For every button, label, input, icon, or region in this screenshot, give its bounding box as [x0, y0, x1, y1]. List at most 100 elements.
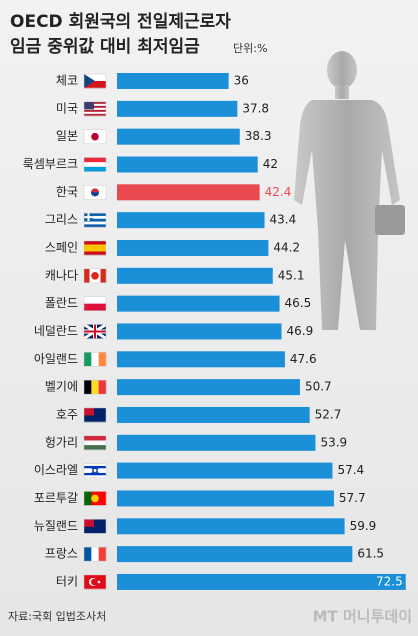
bar — [117, 184, 260, 201]
flag-border — [83, 519, 107, 534]
flag-stripe — [84, 463, 106, 467]
category-label: 룩셈부르크 — [23, 157, 78, 171]
flag-stripe — [84, 113, 106, 117]
bar — [117, 323, 282, 340]
unit: 단위:% — [233, 42, 267, 55]
category-label: 프랑스 — [45, 547, 78, 561]
flag-stripe — [84, 251, 106, 256]
flag — [83, 519, 107, 534]
flag-part — [84, 101, 94, 110]
flag-border — [83, 407, 107, 423]
value-label: 46.5 — [285, 296, 312, 310]
flag-border — [83, 157, 107, 172]
flag-stripe — [84, 468, 106, 471]
flag — [83, 268, 107, 284]
flag-stripe — [84, 475, 106, 478]
bar — [117, 295, 280, 312]
title-line: OECD 회원국의 전일제근로자 — [10, 12, 231, 32]
flag-stripe — [84, 303, 106, 311]
category-label: 그리스 — [45, 213, 78, 227]
flag-part — [91, 466, 99, 475]
flag-part — [91, 272, 99, 280]
flag-stripe — [84, 215, 106, 220]
value-label: 57.4 — [337, 463, 364, 477]
flag-border — [83, 379, 107, 395]
value-label: 50.7 — [305, 380, 332, 394]
flag-stripe — [84, 445, 106, 451]
flag-stripe — [98, 352, 107, 367]
bar — [117, 462, 333, 479]
flag-border — [83, 212, 107, 228]
flag-border — [83, 546, 107, 562]
flag — [83, 379, 107, 395]
flag-stripe — [98, 547, 107, 562]
category-label: 포르투갈 — [34, 491, 78, 505]
flag-stripe — [98, 491, 107, 506]
value-label: 72.5 — [376, 574, 403, 588]
flag-border — [83, 185, 107, 200]
bar — [117, 267, 273, 284]
value-label: 45.1 — [278, 268, 305, 282]
bar — [117, 128, 240, 145]
flag-stripe — [100, 268, 107, 283]
category-label: 이스라엘 — [34, 463, 78, 477]
flag-border — [83, 296, 107, 311]
flag-border — [83, 435, 107, 451]
flag — [83, 212, 107, 228]
flag-stripe — [84, 470, 106, 474]
watermark: MT 머니투데이 — [313, 608, 412, 626]
flag-stripe — [91, 547, 99, 562]
category-label: 폴란드 — [45, 296, 78, 310]
flag-stripe — [84, 244, 106, 249]
flag-border — [83, 101, 107, 117]
flag-stripe — [84, 166, 106, 172]
bar — [117, 212, 265, 229]
flag — [83, 574, 107, 590]
value-label: 42.4 — [265, 185, 292, 199]
flag — [83, 157, 107, 172]
man-silhouette — [294, 51, 405, 330]
flag-stripe — [84, 240, 106, 245]
flag-part — [91, 192, 99, 197]
flag-stripe — [84, 81, 106, 89]
value-label: 52.7 — [315, 407, 342, 421]
flag-stripe — [84, 247, 106, 252]
bar — [117, 351, 285, 368]
flag-stripe — [84, 224, 106, 228]
flag-part — [91, 132, 99, 141]
flag-border — [83, 240, 107, 256]
flag-part — [91, 494, 99, 503]
flag-stripe — [91, 380, 99, 395]
value-label: 46.9 — [286, 324, 313, 338]
value-label: 43.4 — [270, 213, 297, 227]
bar — [117, 100, 238, 117]
flag-border — [83, 324, 107, 339]
flag-stripe — [84, 157, 106, 163]
bar — [117, 156, 258, 173]
flag-border — [83, 463, 107, 478]
flag-part — [97, 580, 101, 584]
flag-stripe — [84, 107, 106, 111]
flag — [83, 296, 107, 311]
category-label: 스페인 — [45, 240, 78, 254]
flag-stripe — [84, 218, 106, 222]
bar — [117, 239, 269, 256]
value-label: 61.5 — [357, 547, 384, 561]
category-label: 한국 — [56, 185, 78, 199]
flag-stripe — [84, 109, 106, 113]
flag-stripe — [84, 162, 106, 168]
flag-border — [83, 129, 107, 144]
flag-stripe — [84, 111, 106, 115]
bar — [117, 406, 310, 423]
flag — [83, 407, 107, 423]
value-label: 57.7 — [339, 491, 366, 505]
flag-stripe — [98, 380, 107, 395]
bar — [117, 546, 353, 563]
flag-stripe — [84, 296, 106, 304]
flag-stripe — [84, 491, 92, 506]
flag-stripe — [84, 101, 106, 105]
value-label: 44.2 — [273, 240, 300, 254]
value-label: 42 — [263, 157, 278, 171]
flag-stripe — [84, 103, 106, 107]
